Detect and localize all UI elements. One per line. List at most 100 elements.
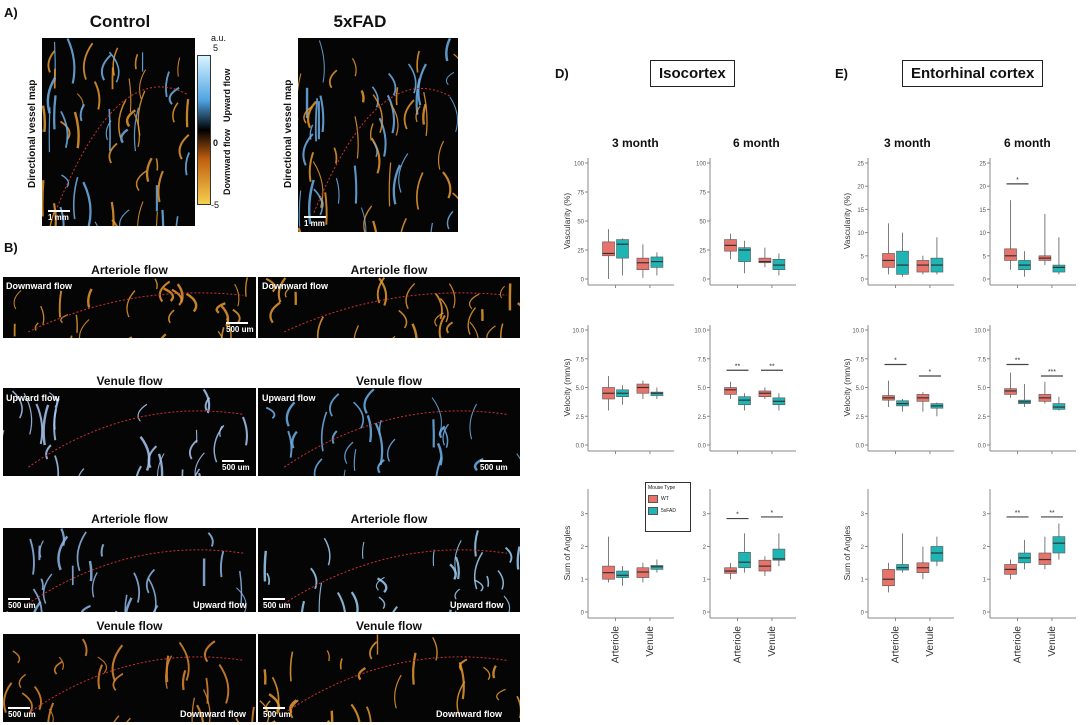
vessel (157, 170, 164, 203)
vessel (298, 73, 302, 120)
significance-label: * (929, 369, 932, 376)
vessel-pattern (6, 528, 247, 612)
vessel (392, 164, 401, 205)
chart-D-0: 0 25 50 75 100 Vascularity (%) (562, 158, 674, 288)
vessel (194, 468, 201, 476)
vessel (11, 390, 23, 419)
vessel (13, 290, 22, 310)
vessel (378, 419, 382, 435)
scale-bar: 500 um (263, 598, 291, 610)
y-axis-label: Velocity (mm/s) (842, 358, 852, 416)
vessel (350, 703, 361, 722)
vessel (314, 98, 319, 142)
vessel (289, 651, 294, 682)
vessel (376, 577, 388, 593)
vessel (137, 403, 148, 422)
roi-outline (28, 549, 244, 605)
vessel (486, 575, 490, 587)
vessel (415, 105, 421, 123)
y-tick-label: 0 (983, 278, 987, 284)
vessel (91, 572, 98, 598)
scale-bar: 500 um (8, 598, 36, 610)
y-tick-label: 2 (703, 545, 707, 551)
vessel (483, 666, 491, 681)
vessel (168, 86, 180, 105)
vessel (455, 556, 460, 580)
y-tick-label: 0 (861, 278, 865, 284)
y-tick-label: 15 (979, 208, 986, 214)
vessel (405, 282, 416, 310)
vessel (388, 162, 392, 207)
chart-D-9: 0 1 2 3 Arteriole Venule * * (703, 489, 796, 663)
vessel (448, 283, 456, 309)
vessel (386, 94, 396, 134)
vessel (124, 594, 128, 612)
month-title: 3 month (612, 136, 659, 150)
vessel (168, 309, 175, 324)
y-tick-label: 5.0 (698, 386, 707, 392)
arteriole-flow-title: Arteriole flow (350, 263, 428, 277)
vessel (336, 591, 346, 612)
vessel (422, 103, 427, 125)
y-tick-label: 0.0 (856, 444, 865, 450)
vessel (298, 227, 302, 232)
y-tick-label: 10.0 (974, 329, 986, 335)
upward-flow-label: Upward flow (6, 393, 60, 403)
control-vessel-map-image (42, 38, 195, 226)
box-5xfad-arteriole (616, 570, 629, 578)
significance-label: ** (1049, 510, 1055, 517)
vessel (411, 652, 417, 685)
vessel (100, 543, 105, 557)
vessel (126, 717, 131, 722)
y-tick-label: 5.0 (856, 386, 865, 392)
vessel (473, 551, 484, 590)
roi-outline (283, 656, 507, 714)
vessel (369, 123, 374, 141)
vessel (516, 546, 520, 570)
vessel (178, 641, 190, 681)
vessel (438, 425, 446, 439)
chart-D-4: 0.0 2.5 5.0 7.5 10.0 Velocity (mm/s) (562, 325, 674, 454)
vessel (198, 472, 201, 476)
vessel (353, 165, 358, 204)
y-axis-label: Velocity (mm/s) (562, 358, 572, 416)
vessel (124, 597, 133, 612)
vessel (329, 393, 340, 417)
box-5xfad-venule (650, 565, 664, 570)
venule-flow-image (3, 388, 256, 476)
vessel (236, 587, 247, 612)
y-tick-label: 0 (703, 278, 707, 284)
chart-E-6: 0.0 2.5 5.0 7.5 10.0 Velocity (mm/s) * * (842, 325, 954, 454)
y-tick-label: 1 (983, 578, 987, 584)
vessel (108, 108, 111, 151)
downward-flow-label: Downward flow (262, 281, 328, 291)
vessel (120, 128, 129, 144)
box-wt-arteriole (602, 241, 615, 257)
vessel (110, 201, 115, 226)
vessel (284, 288, 290, 298)
vessel (453, 53, 458, 68)
vessel (302, 133, 314, 166)
vessel (181, 669, 187, 691)
vessel (436, 442, 443, 466)
vessel (3, 682, 13, 713)
vessel (442, 171, 452, 199)
vessel (32, 588, 43, 612)
x-tick-label: Arteriole (1013, 626, 1024, 664)
y-tick-label: 5.0 (576, 386, 585, 392)
vessel (111, 219, 118, 226)
arteriole-flow-image (3, 528, 256, 612)
vessel (333, 147, 338, 164)
y-tick-label: 15 (857, 208, 864, 214)
vessel (60, 110, 69, 149)
vessel (363, 388, 375, 414)
panel-e-label: E) (835, 66, 848, 81)
vessel (423, 91, 428, 136)
vessel (80, 604, 91, 612)
vessel (344, 441, 354, 464)
vessel (430, 222, 434, 232)
x-tick-label: Arteriole (611, 626, 622, 664)
entorhinal-title: Entorhinal cortex (902, 60, 1044, 87)
vessel (61, 174, 70, 188)
vessel (213, 424, 225, 463)
